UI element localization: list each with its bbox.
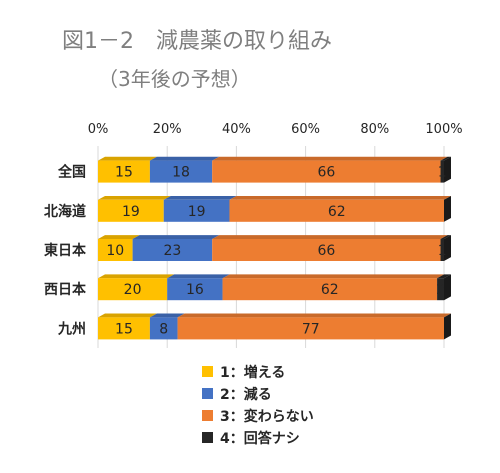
legend-label: 2：減る [220, 386, 272, 403]
data-label: 62 [328, 204, 346, 220]
data-label: 2 [436, 282, 445, 298]
bar-top-face [98, 156, 157, 161]
bar-top-face [212, 235, 448, 239]
data-label: 15 [115, 165, 133, 181]
bar-segment [229, 199, 444, 222]
data-label: 10 [106, 243, 124, 259]
x-tick-label: 0% [88, 122, 109, 137]
bar-segment [98, 160, 150, 183]
bar-top-face [229, 195, 451, 200]
category-label: 北海道 [44, 203, 86, 220]
bar-top-face [132, 235, 220, 239]
legend: 1：増える 2：減る 3：変わらない 4：回答ナシ [202, 364, 314, 447]
legend-swatch [202, 388, 213, 399]
bar-segment [98, 317, 150, 340]
bar-segment [149, 317, 178, 340]
data-label: 66 [317, 243, 335, 259]
bar-top-face [440, 156, 451, 161]
bar-top-face [212, 156, 448, 161]
legend-swatch [202, 366, 213, 377]
bar-segment [222, 278, 438, 301]
bar-segment [440, 239, 444, 261]
legend-label: 4：回答ナシ [220, 430, 300, 447]
bar-top-face [98, 274, 175, 279]
bar-top-face [440, 235, 451, 239]
bar-segment [163, 199, 230, 222]
data-label: 18 [172, 165, 190, 181]
data-label: 20 [124, 282, 142, 298]
bar-segment [167, 278, 223, 301]
category-label: 九州 [57, 321, 86, 337]
chart-subtitle: （3年後の予想） [98, 67, 251, 91]
bars [98, 156, 451, 340]
category-label: 全国 [57, 164, 86, 181]
data-label: 1 [438, 165, 447, 181]
bar-side-face [444, 195, 451, 222]
data-labels: 15 18 66 1 19 19 62 10 23 66 1 20 16 62 2 15 8 77 [106, 165, 446, 338]
bar-side-face [444, 235, 451, 261]
bar-segment [132, 239, 213, 261]
bar-top-face [167, 274, 230, 279]
category-label: 東日本 [44, 242, 87, 259]
bar-top-face [98, 195, 171, 200]
bar-segment [212, 239, 441, 261]
legend-label: 3：変わらない [220, 408, 314, 425]
x-tick-label: 80% [360, 122, 389, 137]
bar-top-face [149, 313, 185, 318]
bar-segment [98, 239, 133, 261]
data-label: 62 [321, 282, 339, 298]
bar-top-face [149, 156, 220, 161]
bar-top-face [98, 313, 157, 318]
bar-side-face [444, 313, 451, 340]
legend-swatch [202, 432, 213, 443]
x-axis-ticks: 0% 20% 40% 60% 80% 100% [88, 122, 463, 137]
x-tick-label: 20% [153, 122, 182, 137]
bar-top-face [437, 274, 451, 279]
bar-segment [98, 199, 164, 222]
x-tick-label: 60% [291, 122, 320, 137]
data-label: 77 [302, 321, 320, 337]
bar-top-face [98, 235, 140, 239]
legend-swatch [202, 410, 213, 421]
bar-segment [177, 317, 444, 340]
data-label: 66 [317, 165, 335, 181]
chart-title: 図1－2 減農薬の取り組み [62, 29, 332, 54]
legend-label: 1：増える [220, 364, 285, 381]
bar-segment [149, 160, 213, 183]
bar-side-face [444, 156, 451, 183]
bar-side-face [444, 274, 451, 301]
bar-segment [98, 278, 168, 301]
data-label: 15 [115, 321, 133, 337]
data-label: 19 [122, 204, 140, 220]
bar-segment [440, 160, 444, 183]
data-label: 8 [159, 321, 168, 337]
x-tick-label: 40% [222, 122, 251, 137]
bar-top-face [177, 313, 451, 318]
data-label: 23 [163, 243, 181, 259]
bar-segment [212, 160, 441, 183]
bar-top-face [163, 195, 237, 200]
data-label: 16 [186, 282, 204, 298]
bar-segment [437, 278, 444, 301]
data-label: 1 [438, 243, 447, 259]
x-tick-label: 100% [425, 122, 462, 137]
bar-top-face [222, 274, 445, 279]
category-label: 西日本 [44, 281, 87, 298]
data-label: 19 [188, 204, 206, 220]
